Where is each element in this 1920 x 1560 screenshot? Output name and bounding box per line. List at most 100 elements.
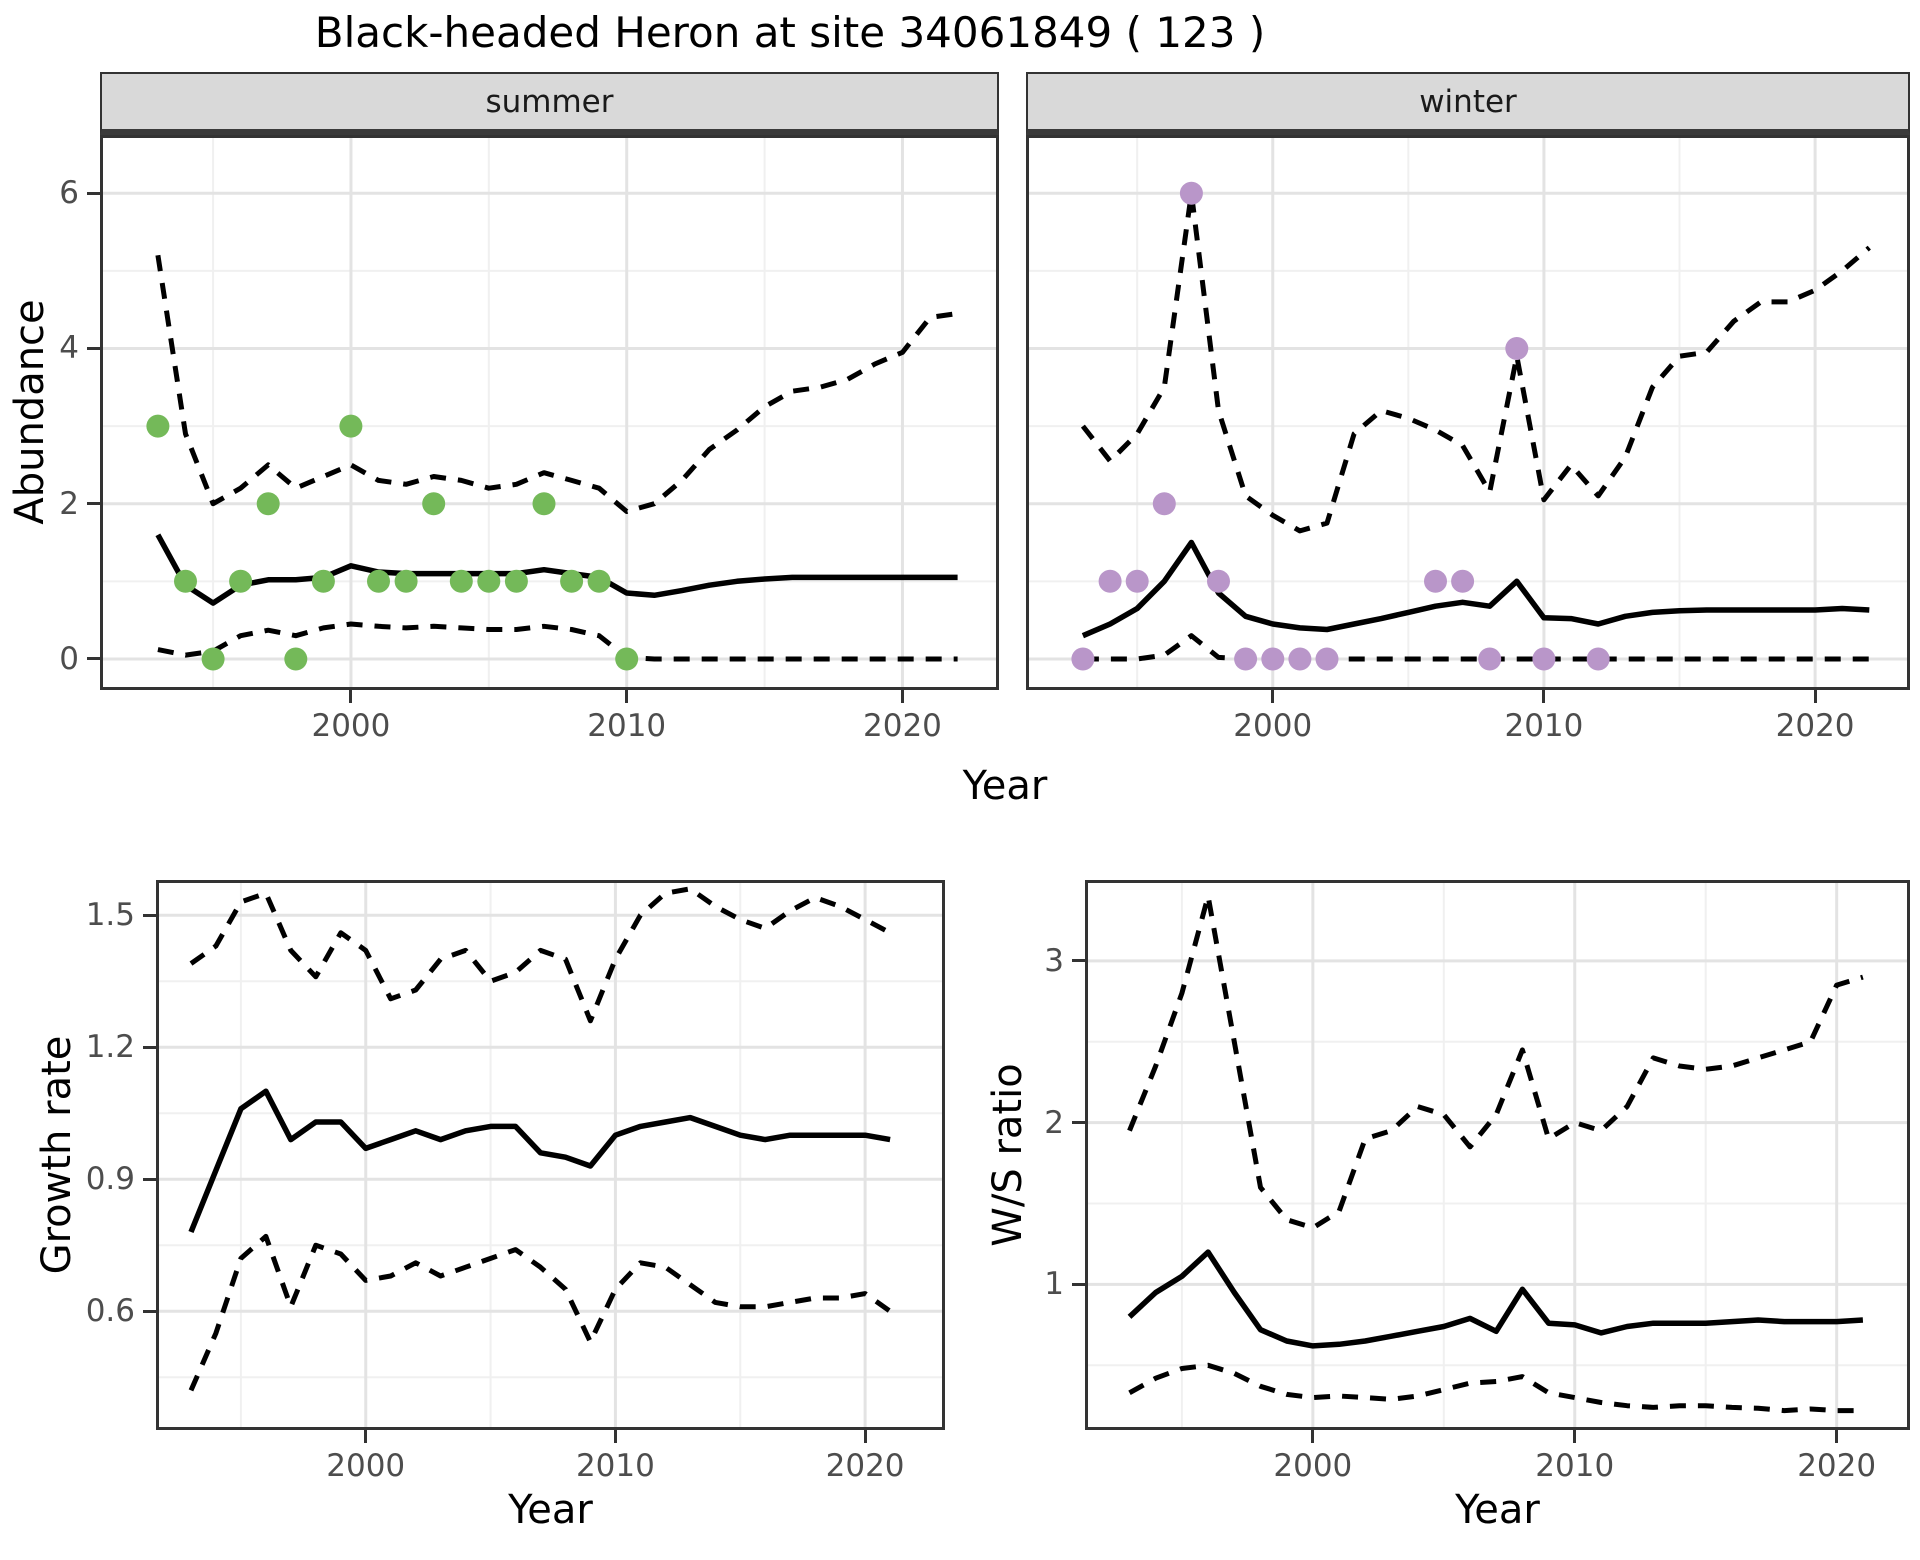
- y-tick-label: 3: [1044, 942, 1064, 979]
- x-tick-mark: [625, 690, 629, 703]
- y-tick-label: 0: [59, 640, 79, 677]
- series-lower_95ci: [1082, 633, 1870, 662]
- y-tick-label: 0.9: [85, 1161, 135, 1198]
- series-median: [1127, 1249, 1864, 1349]
- x-tick-label: 2000: [311, 708, 391, 744]
- data-point: [367, 569, 390, 593]
- data-point: [1234, 647, 1258, 671]
- ws-year-axis-title: Year: [1455, 1487, 1540, 1533]
- data-point: [256, 492, 280, 516]
- x-tick-label: 2010: [587, 708, 667, 744]
- x-tick-mark: [1813, 690, 1817, 703]
- y-tick-label: 0.6: [85, 1293, 135, 1330]
- y-tick-mark: [87, 191, 100, 195]
- y-tick-mark: [143, 913, 156, 917]
- data-point: [1098, 569, 1122, 593]
- x-tick-label: 2020: [825, 1448, 905, 1484]
- series-median: [188, 1088, 891, 1234]
- data-point: [1586, 647, 1610, 671]
- y-tick-label: 1.2: [85, 1029, 135, 1066]
- data-point: [284, 647, 308, 671]
- facet-strip-summer: summer: [100, 72, 999, 135]
- x-tick-label: 2010: [1504, 708, 1584, 744]
- y-tick-label: 1.5: [85, 897, 135, 934]
- y-tick-mark: [87, 502, 100, 506]
- x-tick-mark: [1573, 1430, 1577, 1443]
- x-tick-label: 2010: [575, 1448, 655, 1484]
- series-upper_95ci: [1127, 893, 1864, 1231]
- data-point: [477, 569, 501, 593]
- x-tick-mark: [349, 690, 353, 703]
- y-tick-mark: [1072, 959, 1085, 963]
- x-tick-mark: [364, 1430, 368, 1443]
- y-tick-mark: [1072, 1121, 1085, 1125]
- y-tick-label: 4: [59, 330, 79, 367]
- series-lower_95ci: [157, 621, 958, 662]
- x-tick-label: 2010: [1535, 1448, 1615, 1484]
- data-point: [504, 569, 528, 593]
- facet-strip-winter: winter: [1026, 72, 1910, 135]
- plot-title: Black-headed Heron at site 34061849 ( 12…: [314, 8, 1266, 57]
- y-tick-mark: [1072, 1282, 1085, 1286]
- ws-ratio-axis-title: W/S ratio: [985, 1063, 1031, 1247]
- x-tick-mark: [863, 1430, 867, 1443]
- y-tick-label: 1: [1044, 1266, 1064, 1303]
- panel-abundance-winter: [1026, 135, 1910, 690]
- data-point: [1179, 181, 1203, 205]
- x-tick-mark: [1542, 690, 1546, 703]
- series-upper_95ci: [1080, 190, 1871, 534]
- top-year-axis-title: Year: [962, 763, 1048, 809]
- y-tick-label: 6: [59, 175, 79, 212]
- series-upper_95ci: [189, 886, 892, 1024]
- y-tick-mark: [143, 1309, 156, 1313]
- data-point: [532, 492, 556, 516]
- data-point: [1315, 647, 1339, 671]
- x-tick-label: 2020: [1775, 708, 1855, 744]
- panel-growth-rate: [156, 880, 945, 1430]
- data-point: [339, 414, 363, 438]
- y-tick-mark: [143, 1045, 156, 1049]
- series-median: [155, 533, 958, 606]
- series-lower_95ci: [1128, 1362, 1863, 1414]
- data-point: [311, 569, 335, 593]
- data-point: [174, 569, 197, 593]
- growth-year-axis-title: Year: [508, 1487, 593, 1533]
- data-point: [1261, 647, 1285, 671]
- x-tick-mark: [1835, 1430, 1839, 1443]
- data-point: [1532, 647, 1556, 671]
- x-tick-label: 2000: [1233, 708, 1313, 744]
- x-tick-mark: [1311, 1430, 1315, 1443]
- data-point: [146, 414, 170, 438]
- x-tick-label: 2000: [326, 1448, 406, 1484]
- panel-abundance-summer: [100, 135, 999, 690]
- x-tick-label: 2020: [1797, 1448, 1877, 1484]
- series-upper_95ci: [155, 254, 958, 514]
- data-point: [201, 647, 225, 671]
- data-point: [1478, 647, 1502, 671]
- x-tick-mark: [613, 1430, 617, 1443]
- data-point: [1071, 647, 1095, 671]
- series-lower_95ci: [188, 1233, 892, 1392]
- x-tick-mark: [1271, 690, 1275, 703]
- x-tick-label: 2000: [1273, 1448, 1353, 1484]
- facet-strip-winter-label: winter: [1419, 83, 1517, 120]
- facet-strip-summer-label: summer: [485, 83, 614, 120]
- panel-ws-ratio: [1085, 880, 1910, 1430]
- y-tick-mark: [87, 657, 100, 661]
- x-tick-label: 2020: [863, 708, 942, 744]
- data-point: [394, 569, 418, 593]
- data-point: [1424, 569, 1447, 593]
- data-point: [229, 569, 253, 593]
- data-point: [587, 569, 611, 593]
- series-median: [1081, 539, 1870, 639]
- data-point: [560, 569, 584, 593]
- y-tick-mark: [87, 346, 100, 350]
- data-point: [449, 569, 473, 593]
- y-tick-label: 2: [59, 485, 79, 522]
- data-point: [615, 647, 639, 671]
- data-point: [1152, 492, 1176, 516]
- y-tick-mark: [143, 1177, 156, 1181]
- data-point: [1505, 337, 1529, 360]
- data-point: [1207, 569, 1230, 593]
